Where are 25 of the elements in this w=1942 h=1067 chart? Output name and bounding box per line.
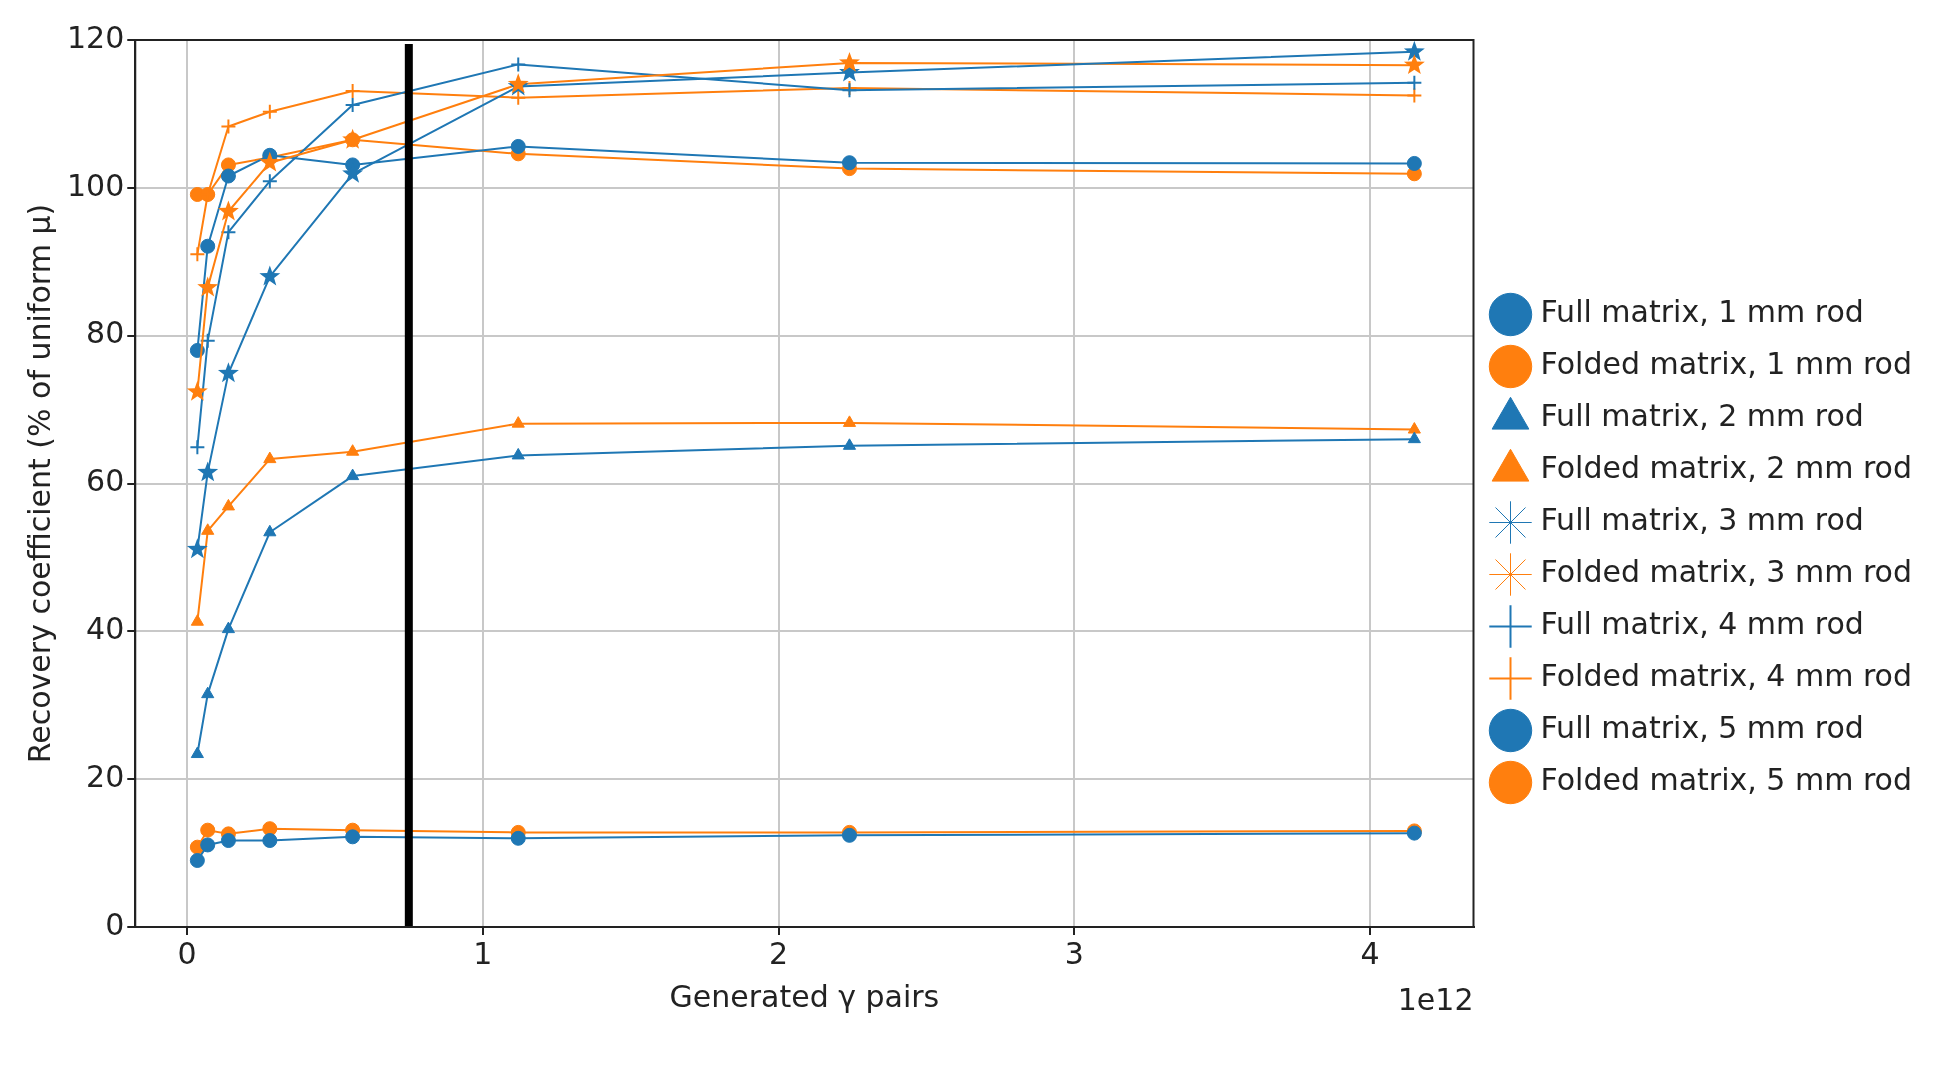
x-tick-label: 1	[473, 935, 493, 971]
legend-label: Full matrix, 1 mm rod	[1540, 294, 1864, 330]
legend-label: Folded matrix, 1 mm rod	[1540, 346, 1912, 382]
legend-label: Full matrix, 2 mm rod	[1540, 398, 1864, 434]
x-tick-label: 2	[768, 935, 789, 971]
text: 1e12	[1397, 981, 1474, 1017]
x-tick-label: 3	[1064, 935, 1084, 971]
y-tick-label: 20	[86, 758, 125, 794]
y-tick-label: 80	[86, 315, 125, 351]
x-axis-title: Generated γ pairs	[669, 978, 940, 1014]
y-tick-label: 40	[86, 611, 125, 647]
legend-label: Full matrix, 4 mm rod	[1540, 606, 1864, 642]
legend-label: Folded matrix, 4 mm rod	[1540, 658, 1912, 694]
y-tick-label: 0	[105, 906, 125, 942]
legend-label: Full matrix, 3 mm rod	[1540, 502, 1864, 538]
y-axis-title: Recovery coefficient (% of uniform μ)	[21, 203, 57, 764]
legend-label: Folded matrix, 3 mm rod	[1540, 554, 1912, 590]
y-tick-label: 120	[67, 19, 125, 55]
x-tick-label: 0	[177, 935, 197, 971]
legend-label: Full matrix, 5 mm rod	[1540, 710, 1864, 746]
x-tick-label: 4	[1360, 935, 1380, 971]
y-tick-label: 60	[86, 463, 125, 499]
legend-label: Folded matrix, 5 mm rod	[1540, 762, 1912, 798]
legend-label: Folded matrix, 2 mm rod	[1540, 450, 1912, 486]
y-tick-label: 100	[67, 167, 125, 203]
